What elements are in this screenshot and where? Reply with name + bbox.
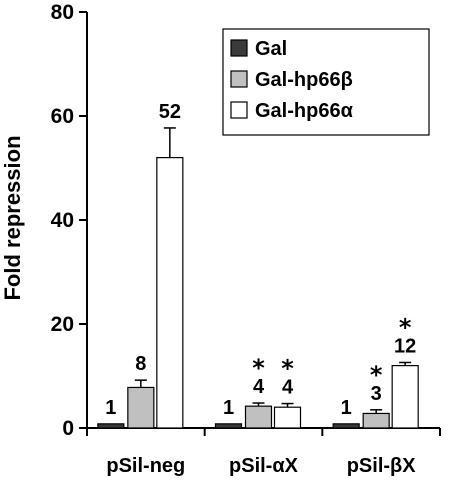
significance-marker: * xyxy=(399,313,412,341)
y-tick-label: 20 xyxy=(51,313,74,336)
x-tick-label: pSil-βX xyxy=(347,455,417,477)
legend-label: Gal-hp66α xyxy=(255,100,354,122)
legend-swatch xyxy=(230,39,248,57)
bars-group xyxy=(97,127,419,429)
data-label: 1 xyxy=(223,397,234,419)
legend-label: Gal xyxy=(255,38,287,60)
legend: Gal Gal-hp66β Gal-hp66α xyxy=(222,28,430,136)
y-axis-label: Fold repression xyxy=(0,135,25,300)
bar xyxy=(362,412,390,429)
bar xyxy=(97,423,125,429)
significance-marker: * xyxy=(370,361,383,389)
bar xyxy=(391,365,419,429)
x-tick-label: pSil-αX xyxy=(229,455,299,477)
x-axis: pSil-neg pSil-αX pSil-βX xyxy=(86,427,441,477)
data-label: 3 xyxy=(371,383,382,405)
y-tick-label: 60 xyxy=(51,105,74,128)
data-labels-group: 1 1 184*3*524*12* xyxy=(105,101,416,419)
bar xyxy=(332,423,360,429)
significance-marker: * xyxy=(252,354,265,382)
bar xyxy=(156,157,184,429)
legend-swatch xyxy=(230,101,248,119)
data-label: 1 xyxy=(341,397,352,419)
data-label: 8 xyxy=(135,353,146,375)
bar xyxy=(127,386,155,429)
y-tick-label: 80 xyxy=(51,1,74,24)
data-label: 12 xyxy=(394,335,416,357)
data-label: 4 xyxy=(253,376,265,398)
significance-marker: * xyxy=(281,355,294,383)
legend-label: Gal-hp66β xyxy=(255,69,353,91)
bar xyxy=(214,423,243,429)
data-label: 4 xyxy=(282,377,294,399)
x-tick-label: pSil-neg xyxy=(106,455,185,477)
bar xyxy=(244,405,273,429)
data-label: 1 xyxy=(105,397,116,419)
y-tick-label: 0 xyxy=(62,417,74,440)
y-axis: 0 20 40 60 80 xyxy=(51,1,88,440)
y-tick-label: 40 xyxy=(51,209,74,232)
legend-swatch xyxy=(230,70,248,88)
data-label: 52 xyxy=(159,101,181,123)
legend-box xyxy=(222,28,430,136)
bar xyxy=(273,406,302,429)
